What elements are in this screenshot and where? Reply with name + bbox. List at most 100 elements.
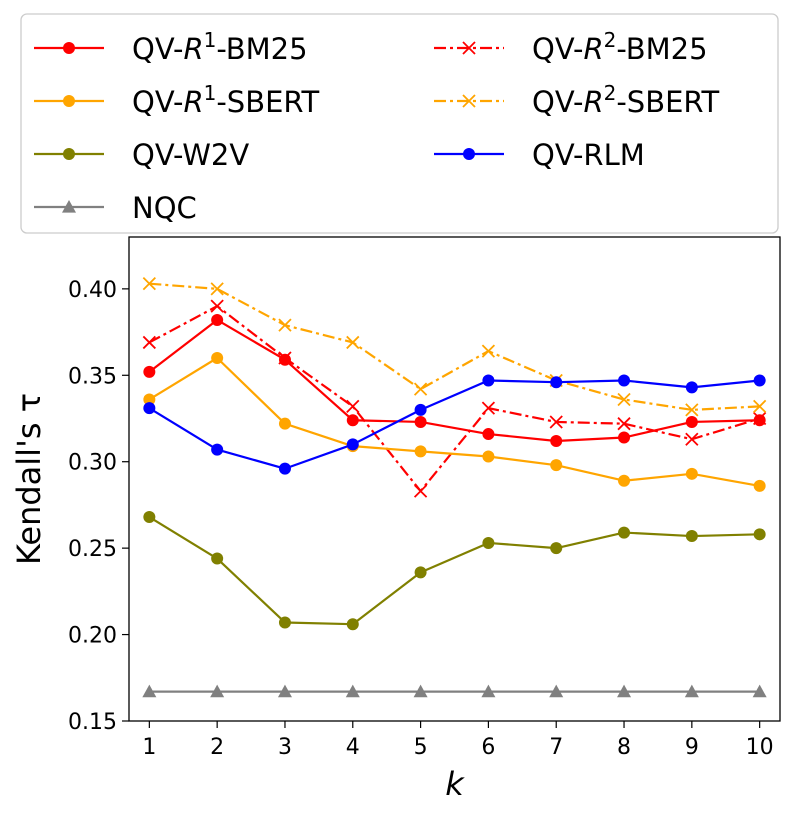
data-point bbox=[617, 392, 631, 407]
series-qv-r2-sbert bbox=[142, 277, 767, 417]
data-point bbox=[278, 318, 292, 332]
data-point bbox=[346, 414, 359, 427]
data-point bbox=[481, 344, 496, 358]
data-point bbox=[211, 352, 224, 364]
data-point bbox=[753, 399, 767, 414]
data-point bbox=[685, 415, 698, 428]
legend-marker bbox=[62, 200, 76, 213]
axes: 0.15 0.20 0.25 0.30 0.35 0.40 1 2 3 4 5 6 7 8 9 10 bbox=[68, 278, 774, 760]
legend-entry-qv-r1-bm25: QV-R1-BM25 bbox=[34, 28, 308, 66]
legend-entry-qv-rlm: QV-RLM bbox=[434, 138, 645, 172]
data-point bbox=[618, 374, 631, 387]
series-line-qv-r2-sbert bbox=[149, 282, 760, 411]
data-point bbox=[684, 684, 699, 698]
legend-box bbox=[20, 13, 779, 234]
x-tick-label: 2 bbox=[210, 735, 224, 760]
data-point bbox=[143, 393, 156, 406]
data-point bbox=[753, 374, 766, 387]
data-point bbox=[618, 526, 631, 539]
legend-label: QV-R2-SBERT bbox=[532, 81, 719, 119]
series-layer bbox=[142, 277, 767, 698]
data-point bbox=[550, 434, 563, 447]
data-point bbox=[211, 552, 224, 565]
series-qv-r2-bm25 bbox=[142, 299, 767, 498]
legend-marker bbox=[462, 41, 476, 55]
series-line-qv-w2v bbox=[148, 516, 760, 626]
x-tick-label: 3 bbox=[278, 735, 292, 760]
plot-frame bbox=[128, 236, 781, 722]
data-point bbox=[346, 335, 360, 350]
data-point bbox=[752, 684, 767, 698]
legend-label: NQC bbox=[132, 191, 197, 225]
legend-entry-nqc: NQC bbox=[34, 191, 197, 225]
data-point bbox=[345, 684, 360, 698]
data-point bbox=[278, 353, 291, 366]
x-tick-label: 10 bbox=[746, 735, 774, 760]
data-point bbox=[278, 462, 291, 475]
data-point bbox=[617, 684, 632, 698]
data-point bbox=[753, 414, 766, 427]
legend-label: QV-W2V bbox=[132, 138, 249, 172]
legend-entry-qv-r2-sbert: QV-R2-SBERT bbox=[434, 81, 719, 119]
data-point bbox=[278, 417, 291, 430]
data-point bbox=[211, 443, 224, 456]
data-point bbox=[210, 684, 225, 698]
data-point bbox=[346, 618, 359, 631]
data-point bbox=[481, 401, 496, 415]
data-point bbox=[685, 403, 699, 417]
series-qv-rlm bbox=[143, 374, 766, 475]
data-point bbox=[618, 431, 631, 444]
legend-label: QV-R2-BM25 bbox=[532, 28, 708, 66]
data-point bbox=[685, 432, 699, 446]
data-point bbox=[143, 402, 156, 415]
data-point bbox=[753, 411, 767, 426]
legend-label: QV-RLM bbox=[532, 138, 645, 172]
series-line-qv-r2-bm25 bbox=[148, 305, 760, 493]
data-point bbox=[278, 351, 292, 365]
data-point bbox=[482, 450, 495, 463]
series-line-qv-r1-bm25 bbox=[148, 318, 760, 443]
x-tick-label: 5 bbox=[414, 735, 428, 760]
data-point bbox=[617, 417, 631, 431]
y-tick-label: 0.35 bbox=[68, 364, 117, 389]
legend-label: QV-R1-BM25 bbox=[132, 28, 308, 66]
data-point bbox=[414, 445, 427, 458]
data-point bbox=[550, 459, 563, 472]
legend-label: QV-R1-SBERT bbox=[132, 81, 319, 119]
legend-entry-qv-r2-bm25: QV-R2-BM25 bbox=[434, 28, 708, 66]
data-point bbox=[685, 467, 698, 480]
data-point bbox=[482, 536, 495, 549]
data-point bbox=[210, 282, 224, 296]
data-point bbox=[550, 376, 563, 389]
data-point bbox=[618, 474, 631, 487]
data-point bbox=[413, 684, 428, 698]
x-tick-label: 1 bbox=[142, 735, 156, 760]
data-point bbox=[346, 399, 360, 414]
y-tick-label: 0.25 bbox=[68, 537, 117, 562]
data-point bbox=[414, 403, 427, 416]
data-point bbox=[142, 277, 156, 291]
data-point bbox=[753, 528, 766, 541]
y-tick-label: 0.30 bbox=[68, 451, 117, 476]
data-point bbox=[685, 530, 698, 543]
data-point bbox=[753, 479, 766, 492]
y-tick-label: 0.40 bbox=[68, 278, 117, 303]
data-point bbox=[142, 684, 157, 698]
series-line-qv-rlm bbox=[148, 379, 760, 470]
y-tick-label: 0.15 bbox=[68, 710, 117, 735]
y-axis-title: Kendall's τ bbox=[10, 393, 48, 565]
legend-marker bbox=[63, 42, 75, 54]
series-line-qv-r1-sbert bbox=[148, 356, 760, 487]
legend: QV-R1-BM25 QV-R1-SBERT QV-W2V NQC QV-R2-BM25… bbox=[20, 13, 779, 234]
data-point bbox=[685, 381, 698, 394]
legend-marker bbox=[63, 95, 75, 107]
series-qv-r1-sbert bbox=[143, 352, 766, 492]
legend-entry-qv-w2v: QV-W2V bbox=[34, 138, 249, 172]
data-point bbox=[481, 684, 496, 698]
data-point bbox=[482, 428, 495, 441]
data-point bbox=[278, 616, 291, 629]
x-tick-label: 9 bbox=[685, 735, 699, 760]
data-point bbox=[143, 511, 156, 524]
series-qv-r1-bm25 bbox=[143, 313, 766, 447]
